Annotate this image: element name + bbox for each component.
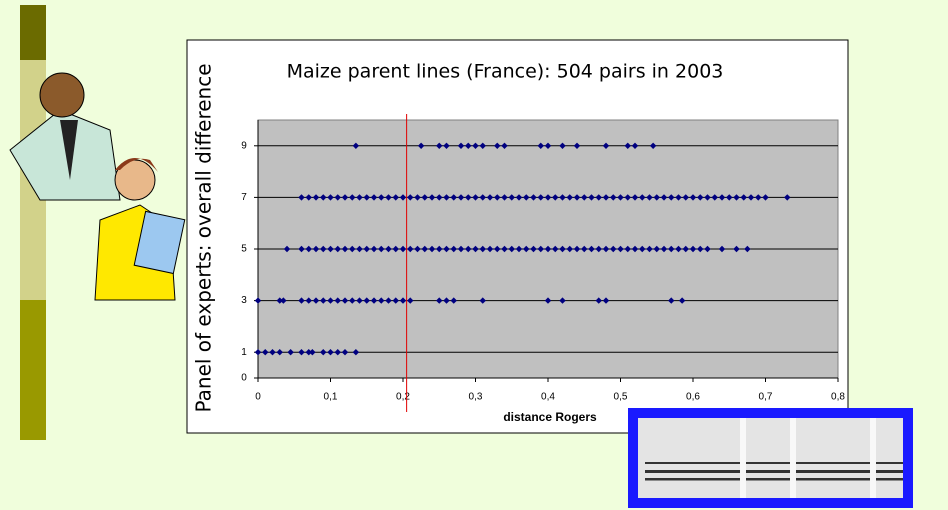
x-tick-label: 0,1	[324, 392, 338, 403]
gel-lane-gap	[790, 418, 796, 498]
x-tick-label: 0,3	[469, 392, 483, 403]
y-tick-label: 3	[241, 295, 247, 306]
y-tick-label: 0	[241, 373, 247, 384]
x-tick-label: 0,8	[831, 392, 845, 403]
side-bar	[20, 300, 46, 440]
y-tick-label: 1	[241, 347, 247, 358]
gel-lane-gap	[870, 418, 876, 498]
x-tick-label: 0,2	[396, 392, 410, 403]
x-tick-label: 0,4	[541, 392, 555, 403]
gel-band	[645, 470, 903, 473]
gel-background	[638, 418, 903, 498]
slide: Maize parent lines (France): 504 pairs i…	[0, 0, 948, 510]
x-tick-label: 0,7	[759, 392, 773, 403]
y-tick-label: 5	[241, 244, 247, 255]
x-axis-label: distance Rogers	[503, 410, 597, 424]
y-tick-label: 7	[241, 192, 247, 203]
y-axis-label: Panel of experts: overall difference	[192, 63, 216, 412]
gel-band	[645, 462, 903, 464]
gel-lane-gap	[740, 418, 746, 498]
x-tick-label: 0,5	[614, 392, 628, 403]
y-tick-label: 9	[241, 140, 247, 151]
x-tick-label: 0,6	[686, 392, 700, 403]
x-tick-label: 0	[255, 392, 261, 403]
gel-image	[628, 408, 913, 508]
chart-title: Maize parent lines (France): 504 pairs i…	[287, 61, 724, 83]
side-bar	[20, 5, 46, 60]
gel-band	[645, 478, 903, 481]
